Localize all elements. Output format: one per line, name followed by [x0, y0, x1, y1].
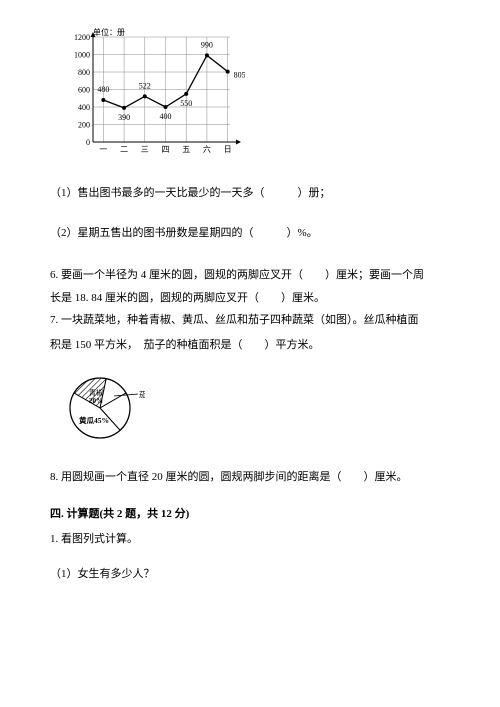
svg-text:200: 200: [78, 121, 90, 130]
svg-text:805: 805: [234, 71, 245, 80]
question-7-line2: 积是 150 平方米， 茄子的种植面积是（ ）平方米。: [50, 337, 450, 354]
svg-text:522: 522: [139, 81, 151, 90]
question-6-line1: 6. 要画一个半径为 4 厘米的圆，圆规的两脚应叉开（ ）厘米；要画一个周: [50, 267, 450, 284]
svg-text:1000: 1000: [74, 51, 90, 60]
calc-1-sub: （1）女生有多少人？: [50, 566, 450, 584]
svg-text:五: 五: [182, 145, 190, 154]
svg-text:青椒: 青椒: [89, 388, 103, 397]
svg-text:400: 400: [78, 103, 90, 112]
svg-text:20%: 20%: [89, 397, 103, 405]
svg-text:0: 0: [86, 138, 90, 147]
svg-text:480: 480: [97, 85, 109, 94]
question-7-line1: 7. 一块蔬菜地，种着青椒、黄瓜、丝瓜和茄子四种蔬菜（如图）。丝瓜种植面: [50, 312, 450, 329]
line-chart: 单位：册 0 200 400 600 800 1000 1200 一 二 三 四 五 六 日 480 390 52…: [65, 25, 450, 163]
svg-text:四: 四: [162, 145, 170, 154]
svg-text:990: 990: [201, 40, 213, 49]
question-1-1: （1）售出图书最多的一天比最少的一天多（ ）册；: [50, 185, 450, 203]
pie-chart: 青椒20% 茄子黄瓜45%: [60, 368, 450, 451]
question-8: 8. 用圆规画一个直径 20 厘米的圆，圆规两脚步间的距离是（ ）厘米。: [50, 469, 450, 487]
svg-text:600: 600: [78, 86, 90, 95]
svg-text:550: 550: [180, 99, 192, 108]
svg-text:1200: 1200: [74, 33, 90, 42]
svg-text:茄子: 茄子: [139, 390, 145, 399]
calc-1: 1. 看图列式计算。: [50, 531, 450, 549]
svg-text:390: 390: [118, 113, 130, 122]
svg-text:二: 二: [120, 145, 128, 154]
svg-text:黄瓜45%: 黄瓜45%: [79, 415, 109, 425]
svg-text:日: 日: [224, 145, 232, 154]
section-4-header: 四. 计算题(共 2 题，共 12 分): [50, 505, 450, 521]
svg-text:六: 六: [203, 144, 211, 154]
svg-text:800: 800: [78, 68, 90, 77]
svg-text:三: 三: [141, 145, 149, 154]
svg-text:一: 一: [99, 145, 107, 154]
svg-text:单位：册: 单位：册: [93, 27, 125, 37]
question-6-line2: 长是 18. 84 厘米的圆，圆规的两脚应叉开（ ）厘米。: [50, 290, 450, 307]
svg-text:400: 400: [160, 112, 172, 121]
question-1-2: （2）星期五售出的图书册数是星期四的（ ）%。: [50, 225, 450, 243]
